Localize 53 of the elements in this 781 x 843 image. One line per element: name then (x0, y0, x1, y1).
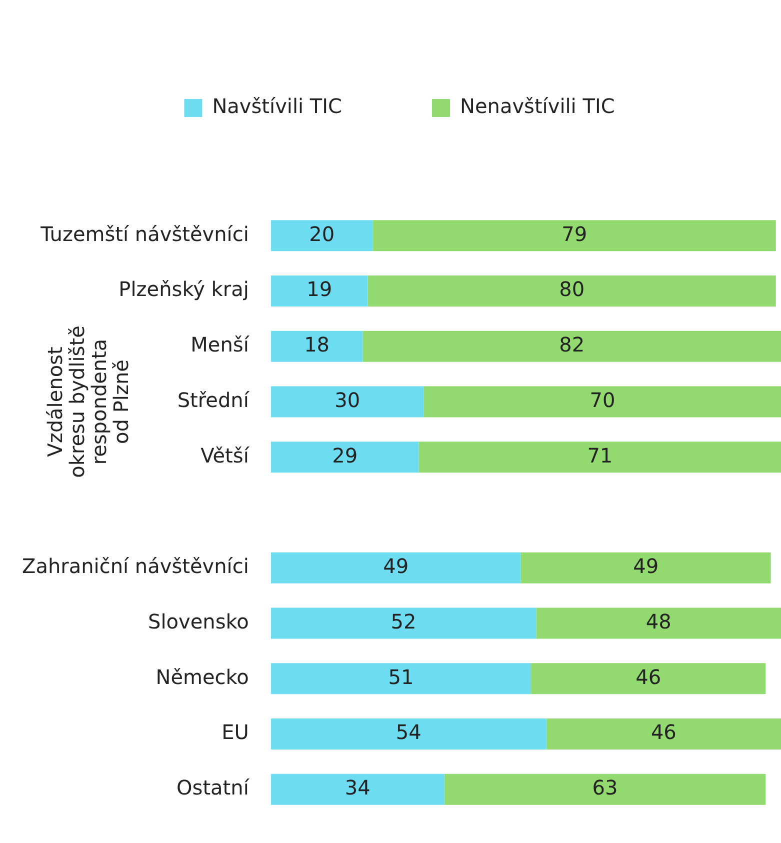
bar (270, 330, 363, 362)
data-label: 63 (592, 776, 618, 800)
bar (424, 386, 781, 418)
bar (270, 276, 368, 307)
y-tick-label: Střední (177, 388, 250, 412)
bar (270, 774, 444, 805)
data-label: 71 (587, 443, 613, 468)
data-label: 20 (309, 222, 335, 246)
data-label: 48 (646, 609, 672, 634)
data-label: 34 (344, 776, 370, 800)
bar (536, 608, 781, 639)
data-label: 46 (650, 720, 676, 744)
data-label: 30 (334, 388, 360, 412)
data-label: 29 (332, 443, 358, 468)
data-label: 70 (590, 388, 616, 412)
data-label: 52 (390, 609, 416, 634)
data-label: 51 (388, 664, 414, 689)
bar (520, 552, 771, 584)
bar (270, 718, 546, 750)
bar (270, 442, 419, 473)
data-label: 49 (633, 554, 659, 578)
bar (444, 774, 766, 805)
data-label: 18 (304, 332, 330, 357)
bar (362, 330, 781, 362)
y-tick-label: EU (222, 720, 249, 744)
y-tick-label: Zahraniční návštěvníci (22, 554, 249, 578)
y-tick-label: Větší (200, 443, 250, 468)
legend-label: Nenavštívili TIC (460, 94, 615, 118)
bar (270, 386, 424, 418)
y-tick-label: Německo (156, 664, 249, 689)
bar (368, 276, 776, 307)
data-label: 80 (559, 277, 585, 302)
data-label: 49 (383, 554, 409, 578)
y-tick-label: Menší (190, 332, 250, 357)
bar (270, 608, 536, 639)
y-tick-label: Tuzemští návštěvníci (40, 222, 249, 246)
data-label: 82 (559, 332, 585, 357)
bar (270, 220, 373, 252)
data-label: 46 (636, 664, 662, 689)
y-tick-label: Slovensko (148, 609, 249, 634)
legend-label: Navštívili TIC (212, 94, 342, 118)
bar (418, 442, 781, 473)
bar (372, 220, 776, 252)
data-label: 54 (396, 720, 422, 744)
data-label: 79 (562, 222, 588, 246)
bar (531, 663, 766, 694)
bar (270, 552, 521, 584)
y-tick-label: Ostatní (176, 776, 250, 800)
bar (270, 663, 532, 694)
data-label: 19 (306, 277, 332, 302)
text: Vzdálenost okresu bydliště respondenta od Plzně (43, 326, 134, 478)
bar (546, 718, 781, 750)
y-tick-label: Plzeňský kraj (118, 277, 249, 302)
